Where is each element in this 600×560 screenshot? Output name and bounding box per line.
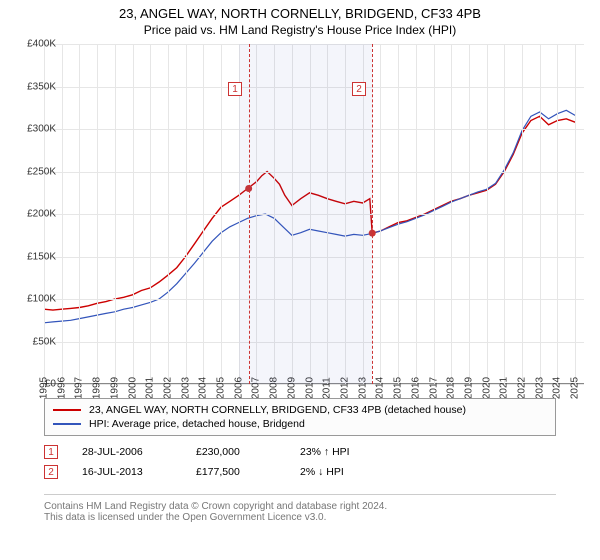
footer: Contains HM Land Registry data © Crown c… xyxy=(44,494,556,523)
event-row: 1 28-JUL-2006 £230,000 23% ↑ HPI xyxy=(44,442,556,462)
legend-swatch-property xyxy=(53,409,81,411)
event-marker-1: 1 xyxy=(44,445,58,459)
x-axis-label: 1997 xyxy=(74,377,85,399)
gridline-v xyxy=(469,44,470,384)
legend-label: 23, ANGEL WAY, NORTH CORNELLY, BRIDGEND,… xyxy=(89,404,466,416)
x-axis-label: 2001 xyxy=(145,377,156,399)
gridline-v xyxy=(522,44,523,384)
gridline-v xyxy=(540,44,541,384)
x-axis-label: 2022 xyxy=(517,377,528,399)
marker-box: 1 xyxy=(228,82,242,96)
x-axis-label: 2004 xyxy=(198,377,209,399)
y-axis-label: £100K xyxy=(27,294,56,305)
event-note: 2% ↓ HPI xyxy=(300,466,380,478)
x-axis-label: 2005 xyxy=(216,377,227,399)
gridline-v xyxy=(97,44,98,384)
gridline-v xyxy=(575,44,576,384)
x-axis-label: 2023 xyxy=(534,377,545,399)
x-axis-label: 2020 xyxy=(481,377,492,399)
gridline-v xyxy=(79,44,80,384)
y-axis-label: £50K xyxy=(33,336,56,347)
x-axis-label: 2017 xyxy=(428,377,439,399)
event-date: 16-JUL-2013 xyxy=(82,466,172,478)
x-axis-label: 2024 xyxy=(552,377,563,399)
legend-item-hpi: HPI: Average price, detached house, Brid… xyxy=(53,417,547,431)
gridline-v xyxy=(221,44,222,384)
x-axis-label: 2019 xyxy=(463,377,474,399)
legend: 23, ANGEL WAY, NORTH CORNELLY, BRIDGEND,… xyxy=(44,398,556,436)
gridline-v xyxy=(487,44,488,384)
gridline-v xyxy=(451,44,452,384)
gridline-v xyxy=(203,44,204,384)
y-axis-label: £300K xyxy=(27,124,56,135)
x-axis-label: 1999 xyxy=(109,377,120,399)
x-axis-label: 2015 xyxy=(393,377,404,399)
event-row: 2 16-JUL-2013 £177,500 2% ↓ HPI xyxy=(44,462,556,482)
chart-plot-area: 1995199619971998199920002001200220032004… xyxy=(44,44,584,384)
marker-line xyxy=(372,44,373,384)
y-axis-label: £250K xyxy=(27,166,56,177)
gridline-v xyxy=(168,44,169,384)
gridline-v xyxy=(150,44,151,384)
x-axis-label: 2025 xyxy=(570,377,581,399)
chart-subtitle: Price paid vs. HM Land Registry's House … xyxy=(0,21,600,37)
footer-line: Contains HM Land Registry data © Crown c… xyxy=(44,501,556,512)
events-table: 1 28-JUL-2006 £230,000 23% ↑ HPI 2 16-JU… xyxy=(44,442,556,482)
x-axis-label: 1998 xyxy=(92,377,103,399)
gridline-v xyxy=(434,44,435,384)
marker-line xyxy=(249,44,250,384)
gridline-v xyxy=(557,44,558,384)
y-axis-label: £0 xyxy=(45,379,56,390)
y-axis-label: £150K xyxy=(27,251,56,262)
event-date: 28-JUL-2006 xyxy=(82,446,172,458)
y-axis-label: £400K xyxy=(27,39,56,50)
gridline-v xyxy=(398,44,399,384)
gridline-v xyxy=(186,44,187,384)
y-axis-label: £200K xyxy=(27,209,56,220)
event-price: £177,500 xyxy=(196,466,276,478)
event-price: £230,000 xyxy=(196,446,276,458)
footer-line: This data is licensed under the Open Gov… xyxy=(44,512,556,523)
chart-container: 23, ANGEL WAY, NORTH CORNELLY, BRIDGEND,… xyxy=(0,0,600,560)
x-axis-label: 2016 xyxy=(410,377,421,399)
x-axis-label: 2002 xyxy=(162,377,173,399)
gridline-v xyxy=(416,44,417,384)
legend-label: HPI: Average price, detached house, Brid… xyxy=(89,418,305,430)
x-axis-label: 2021 xyxy=(499,377,510,399)
gridline-v xyxy=(380,44,381,384)
x-axis-label: 2000 xyxy=(127,377,138,399)
gridline-v xyxy=(504,44,505,384)
marker-box: 2 xyxy=(352,82,366,96)
legend-swatch-hpi xyxy=(53,423,81,425)
x-axis-label: 2018 xyxy=(446,377,457,399)
legend-item-property: 23, ANGEL WAY, NORTH CORNELLY, BRIDGEND,… xyxy=(53,403,547,417)
x-axis-label: 2014 xyxy=(375,377,386,399)
gridline-v xyxy=(115,44,116,384)
gridline-v xyxy=(133,44,134,384)
event-note: 23% ↑ HPI xyxy=(300,446,380,458)
chart-title: 23, ANGEL WAY, NORTH CORNELLY, BRIDGEND,… xyxy=(0,0,600,21)
y-axis-label: £350K xyxy=(27,81,56,92)
x-axis-label: 2003 xyxy=(180,377,191,399)
event-marker-2: 2 xyxy=(44,465,58,479)
x-axis-label: 1996 xyxy=(56,377,67,399)
gridline-v xyxy=(62,44,63,384)
